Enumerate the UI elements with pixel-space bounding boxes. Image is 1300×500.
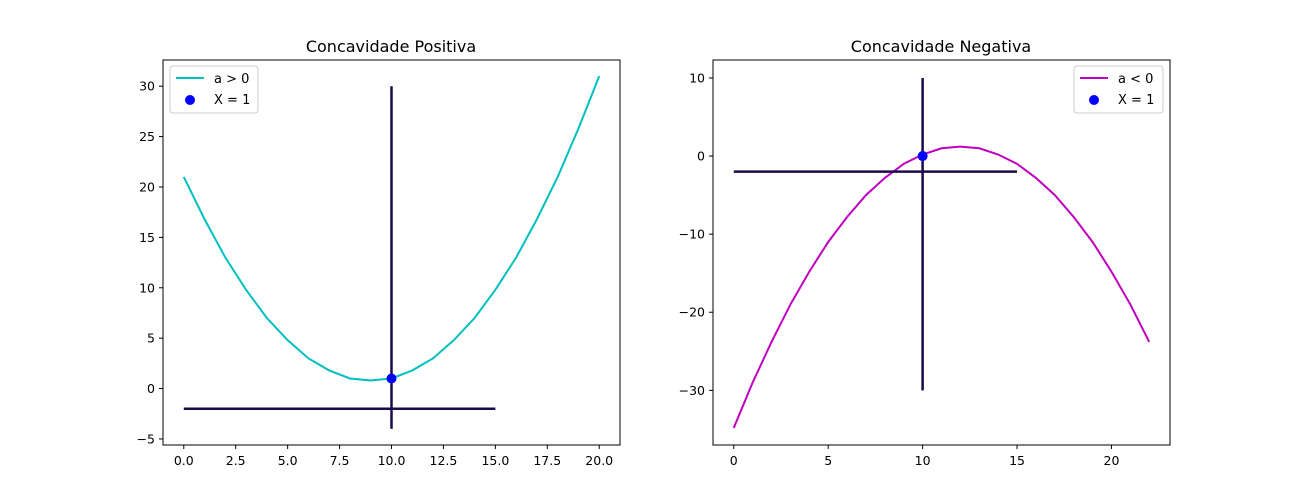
y-tick-label: 5 bbox=[147, 331, 155, 346]
chart-title: Concavidade Positiva bbox=[306, 37, 476, 56]
y-tick-label: 30 bbox=[139, 79, 155, 94]
axes-frame bbox=[712, 59, 1171, 446]
chart-panel-positive: Concavidade Positiva 0.0 2.5 5.0 7.5 10.0 12.… bbox=[137, 37, 621, 468]
x-tick-label: 0.0 bbox=[174, 453, 194, 468]
legend-label: a < 0 bbox=[1118, 72, 1153, 87]
chart-panel-negative: Concavidade Negativa 0 5 10 15 20 −30 −20 −10 0 1… bbox=[679, 37, 1171, 468]
legend-marker-swatch bbox=[185, 95, 195, 105]
x-tick-label: 10.0 bbox=[378, 453, 406, 468]
x-tick-label: 15 bbox=[1009, 453, 1025, 468]
x-tick-label: 0 bbox=[730, 453, 738, 468]
legend-label: X = 1 bbox=[1118, 93, 1154, 108]
data-point bbox=[386, 373, 397, 384]
y-tick-label: 10 bbox=[139, 280, 155, 295]
chart-title: Concavidade Negativa bbox=[851, 37, 1031, 56]
legend-label: a > 0 bbox=[214, 72, 249, 87]
x-tick-label: 12.5 bbox=[430, 453, 458, 468]
y-tick-label: −5 bbox=[137, 431, 155, 446]
x-tick-label: 2.5 bbox=[226, 453, 246, 468]
x-tick-label: 10 bbox=[915, 453, 931, 468]
x-tick-label: 20 bbox=[1104, 453, 1120, 468]
x-tick-label: 20.0 bbox=[585, 453, 613, 468]
legend: a < 0 X = 1 bbox=[1073, 65, 1164, 114]
x-tick-label: 17.5 bbox=[533, 453, 561, 468]
y-tick-label: −20 bbox=[679, 305, 705, 320]
x-tick-label: 15.0 bbox=[481, 453, 509, 468]
y-tick-label: −10 bbox=[679, 227, 705, 242]
series-line bbox=[732, 145, 1151, 429]
y-tick-label: 15 bbox=[139, 230, 155, 245]
x-tick-label: 5 bbox=[824, 453, 832, 468]
legend: a > 0 X = 1 bbox=[169, 65, 259, 114]
x-tick-label: 7.5 bbox=[330, 453, 350, 468]
data-point bbox=[917, 151, 928, 162]
y-tick-label: 20 bbox=[139, 179, 155, 194]
y-tick-label: 25 bbox=[139, 129, 155, 144]
legend-marker-swatch bbox=[1089, 95, 1099, 105]
y-tick-label: 0 bbox=[147, 381, 155, 396]
y-tick-label: 10 bbox=[689, 70, 705, 85]
legend-label: X = 1 bbox=[214, 93, 250, 108]
x-tick-label: 5.0 bbox=[278, 453, 298, 468]
plot-area: 0.0 2.5 5.0 7.5 10.0 12.5 15.0 17.5 20.0 −5 0 5 10 15… bbox=[137, 59, 621, 468]
y-tick-label: 0 bbox=[697, 149, 705, 164]
plot-area: 0 5 10 15 20 −30 −20 −10 0 10 a < 0 X = 1 bbox=[679, 59, 1171, 468]
y-tick-label: −30 bbox=[679, 383, 705, 398]
